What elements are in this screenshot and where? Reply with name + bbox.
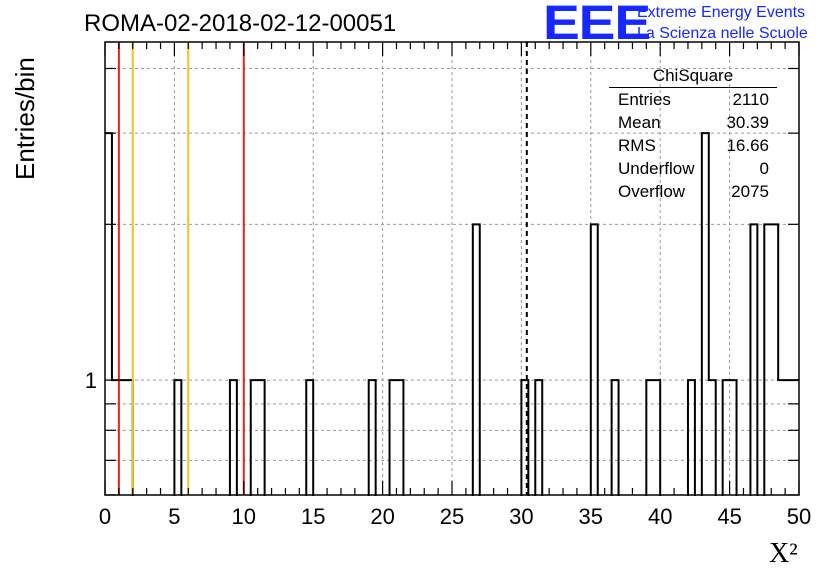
stats-row-rms: RMS 16.66 (609, 134, 777, 157)
chart-title: ROMA-02-2018-02-12-00051 (84, 10, 397, 37)
y-axis-label: Entries/bin (10, 57, 40, 180)
x-tick-label: 40 (648, 504, 672, 529)
histogram-outline (105, 132, 799, 536)
stats-label: Underflow (618, 159, 695, 178)
histogram (0, 132, 836, 572)
eee-logo: EEE (543, 0, 651, 50)
stats-row-underflow: Underflow 0 (609, 157, 777, 180)
stats-label: RMS (618, 136, 656, 155)
reference-lines (117, 42, 528, 495)
stats-value: 2110 (732, 90, 769, 109)
x-tick-labels: 0 5 10 15 20 25 30 35 40 45 50 (99, 504, 811, 529)
stats-value: 30.39 (726, 113, 769, 132)
x-tick-label: 50 (787, 504, 811, 529)
stats-label: Overflow (618, 182, 686, 201)
stats-label: Entries (618, 90, 671, 109)
x-tick-label: 20 (370, 504, 394, 529)
stats-value: 2075 (731, 182, 769, 201)
stats-title: ChiSquare (609, 66, 777, 88)
logo-line-2: La Scienza nelle Scuole (637, 25, 808, 42)
stats-value: 16.66 (726, 136, 769, 155)
x-tick-label: 30 (509, 504, 533, 529)
logo-line-1: Extreme Energy Events (637, 4, 806, 21)
x-tick-label: 35 (579, 504, 603, 529)
x-tick-label: 25 (440, 504, 464, 529)
x-axis-label: X² (769, 538, 798, 569)
x-tick-label: 0 (99, 504, 111, 529)
stats-row-overflow: Overflow 2075 (609, 180, 777, 203)
x-tick-label: 10 (232, 504, 256, 529)
y-tick-label: 1 (85, 368, 97, 393)
stats-value: 0 (759, 159, 769, 178)
x-tick-label: 45 (717, 504, 741, 529)
stats-rows: Entries 2110 Mean 30.39 RMS 16.66 Underflow 0 Ov… (609, 88, 777, 203)
stats-row-entries: Entries 2110 (609, 88, 777, 111)
stats-row-mean: Mean 30.39 (609, 111, 777, 134)
axis-ticks (104, 42, 800, 496)
histogram-mask (0, 496, 836, 572)
stats-label: Mean (618, 113, 661, 132)
x-tick-label: 15 (301, 504, 325, 529)
grid-lines (105, 42, 799, 495)
y-tick-labels: 1 (85, 368, 97, 393)
stats-box: ChiSquare Entries 2110 Mean 30.39 RMS 16.66 Un… (609, 66, 777, 203)
x-tick-label: 5 (168, 504, 180, 529)
